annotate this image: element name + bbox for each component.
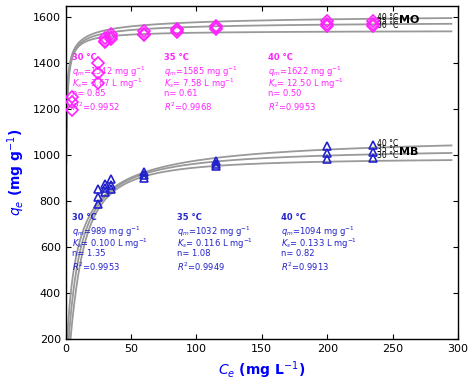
Text: n= 0.85: n= 0.85	[72, 89, 106, 98]
Text: MO: MO	[399, 15, 419, 25]
Text: $R^2$=0.9913: $R^2$=0.9913	[282, 261, 329, 273]
Text: n= 0.50: n= 0.50	[268, 89, 302, 98]
Text: $q_m$=1622 mg g$^{-1}$: $q_m$=1622 mg g$^{-1}$	[268, 65, 342, 79]
Text: $q_m$=1032 mg g$^{-1}$: $q_m$=1032 mg g$^{-1}$	[177, 225, 251, 239]
Y-axis label: $q_e$ (mg g$^{-1}$): $q_e$ (mg g$^{-1}$)	[6, 129, 27, 216]
Text: 30 °C: 30 °C	[72, 213, 97, 222]
Text: $q_m$=1094 mg g$^{-1}$: $q_m$=1094 mg g$^{-1}$	[282, 225, 356, 239]
Text: $K_s$= 7.58 L mg$^{-1}$: $K_s$= 7.58 L mg$^{-1}$	[164, 77, 235, 91]
X-axis label: $C_e$ (mg L$^{-1}$): $C_e$ (mg L$^{-1}$)	[218, 360, 305, 382]
Text: $R^2$=0.9953: $R^2$=0.9953	[268, 101, 317, 113]
Text: 30 °C: 30 °C	[377, 21, 398, 30]
Text: $K_s$= 12.50 L mg$^{-1}$: $K_s$= 12.50 L mg$^{-1}$	[268, 77, 345, 91]
Text: n= 0.82: n= 0.82	[282, 249, 315, 258]
Text: n= 0.61: n= 0.61	[164, 89, 197, 98]
Text: $K_s$= 3.67 L mg$^{-1}$: $K_s$= 3.67 L mg$^{-1}$	[72, 77, 143, 91]
Text: $K_s$= 0.116 L mg$^{-1}$: $K_s$= 0.116 L mg$^{-1}$	[177, 237, 253, 251]
Text: 35 °C: 35 °C	[177, 213, 202, 222]
Text: $R^2$=0.9953: $R^2$=0.9953	[72, 261, 120, 273]
Text: n= 1.35: n= 1.35	[72, 249, 106, 258]
Text: 40 °C: 40 °C	[377, 139, 398, 148]
Text: 40 °C: 40 °C	[282, 213, 306, 222]
Text: 35 °C: 35 °C	[377, 145, 398, 154]
Text: $K_s$= 0.133 L mg$^{-1}$: $K_s$= 0.133 L mg$^{-1}$	[282, 237, 357, 251]
Text: $R^2$=0.9968: $R^2$=0.9968	[164, 101, 212, 113]
Text: 30 °C: 30 °C	[72, 53, 97, 62]
Text: $q_m$=1542 mg g$^{-1}$: $q_m$=1542 mg g$^{-1}$	[72, 65, 146, 79]
Text: 40 °C: 40 °C	[377, 12, 398, 22]
Text: $R^2$=0.9949: $R^2$=0.9949	[177, 261, 225, 273]
Text: $q_m$=989 mg g$^{-1}$: $q_m$=989 mg g$^{-1}$	[72, 225, 141, 239]
Text: MB: MB	[399, 147, 419, 158]
Text: 35 °C: 35 °C	[377, 17, 398, 26]
Text: $R^2$=0.9952: $R^2$=0.9952	[72, 101, 120, 113]
Text: 35 °C: 35 °C	[164, 53, 189, 62]
Text: $q_m$=1585 mg g$^{-1}$: $q_m$=1585 mg g$^{-1}$	[164, 65, 237, 79]
Text: 30 °C: 30 °C	[377, 151, 398, 160]
Text: 40 °C: 40 °C	[268, 53, 293, 62]
Text: $K_s$= 0.100 L mg$^{-1}$: $K_s$= 0.100 L mg$^{-1}$	[72, 237, 148, 251]
Text: n= 1.08: n= 1.08	[177, 249, 210, 258]
